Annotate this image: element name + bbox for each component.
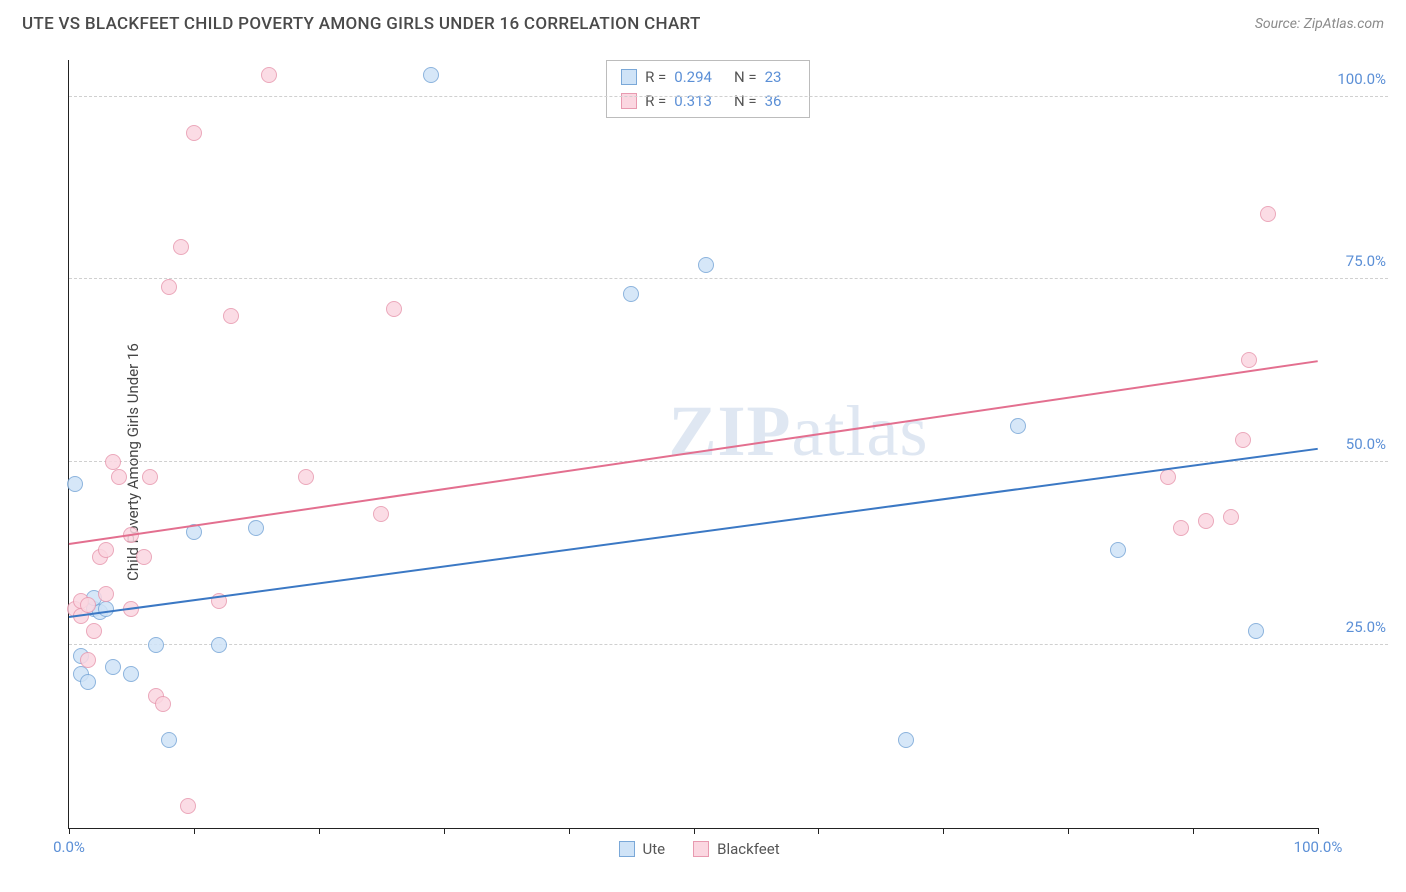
- legend-series-label: Ute: [643, 840, 666, 858]
- data-point: [67, 476, 83, 492]
- data-point: [898, 732, 914, 748]
- legend-series-label: Blackfeet: [717, 840, 779, 858]
- data-point: [1241, 352, 1257, 368]
- x-tick-mark: [1068, 828, 1069, 834]
- gridline-h: [69, 278, 1388, 279]
- series-legend: Ute Blackfeet: [619, 840, 780, 858]
- legend-r-label: R =: [645, 65, 666, 89]
- x-tick-label: 100.0%: [1294, 838, 1343, 856]
- gridline-h: [69, 644, 1388, 645]
- data-point: [698, 257, 714, 273]
- correlation-legend: R = 0.294 N = 23 R = 0.313 N = 36: [606, 60, 810, 118]
- data-point: [261, 67, 277, 83]
- x-tick-mark: [319, 828, 320, 834]
- x-tick-mark: [694, 828, 695, 834]
- chart-header: UTE VS BLACKFEET CHILD POVERTY AMONG GIR…: [0, 0, 1406, 44]
- data-point: [98, 586, 114, 602]
- data-point: [1010, 418, 1026, 434]
- data-point: [105, 454, 121, 470]
- data-point: [1198, 513, 1214, 529]
- data-point: [142, 469, 158, 485]
- data-point: [161, 732, 177, 748]
- plot-area: ZIPatlas R =0.294N =23R =0.313N =36 UteB…: [68, 60, 1318, 829]
- data-point: [1110, 542, 1126, 558]
- x-tick-label: 0.0%: [53, 838, 85, 856]
- y-tick-label: 25.0%: [1346, 618, 1386, 636]
- x-tick-mark: [1193, 828, 1194, 834]
- data-point: [373, 506, 389, 522]
- chart-container: Child Poverty Among Girls Under 16 ZIPat…: [18, 50, 1388, 874]
- x-tick-mark: [444, 828, 445, 834]
- legend-n-label: N =: [734, 89, 757, 113]
- data-point: [105, 659, 121, 675]
- x-tick-mark: [569, 828, 570, 834]
- data-point: [80, 597, 96, 613]
- y-tick-label: 100.0%: [1337, 70, 1386, 88]
- legend-r-value: 0.313: [674, 89, 712, 113]
- data-point: [223, 308, 239, 324]
- data-point: [80, 674, 96, 690]
- legend-series-item: Blackfeet: [693, 840, 779, 858]
- x-tick-mark: [69, 828, 70, 834]
- x-tick-mark: [943, 828, 944, 834]
- data-point: [98, 542, 114, 558]
- legend-swatch: [619, 841, 635, 857]
- data-point: [211, 637, 227, 653]
- data-point: [98, 601, 114, 617]
- chart-source: Source: ZipAtlas.com: [1255, 16, 1384, 32]
- data-point: [86, 623, 102, 639]
- y-tick-label: 50.0%: [1346, 435, 1386, 453]
- data-point: [1160, 469, 1176, 485]
- data-point: [80, 652, 96, 668]
- gridline-h: [69, 461, 1388, 462]
- data-point: [423, 67, 439, 83]
- data-point: [1173, 520, 1189, 536]
- data-point: [180, 798, 196, 814]
- trend-line: [69, 360, 1318, 545]
- data-point: [148, 637, 164, 653]
- data-point: [136, 549, 152, 565]
- data-point: [248, 520, 264, 536]
- data-point: [155, 696, 171, 712]
- x-tick-mark: [1318, 828, 1319, 834]
- legend-swatch: [693, 841, 709, 857]
- data-point: [1223, 509, 1239, 525]
- x-tick-mark: [194, 828, 195, 834]
- data-point: [173, 239, 189, 255]
- legend-series-item: Ute: [619, 840, 666, 858]
- data-point: [186, 125, 202, 141]
- legend-correlation-row: R = 0.313 N = 36: [621, 89, 795, 113]
- legend-n-label: N =: [734, 65, 757, 89]
- data-point: [386, 301, 402, 317]
- legend-n-value: 23: [765, 65, 782, 89]
- legend-r-value: 0.294: [674, 65, 712, 89]
- watermark-light: atlas: [792, 391, 929, 471]
- data-point: [123, 666, 139, 682]
- data-point: [1235, 432, 1251, 448]
- legend-swatch: [621, 69, 637, 85]
- x-tick-mark: [818, 828, 819, 834]
- data-point: [298, 469, 314, 485]
- data-point: [1248, 623, 1264, 639]
- legend-n-value: 36: [765, 89, 782, 113]
- data-point: [1260, 206, 1276, 222]
- watermark-bold: ZIP: [669, 391, 792, 471]
- legend-r-label: R =: [645, 89, 666, 113]
- legend-correlation-row: R = 0.294 N = 23: [621, 65, 795, 89]
- data-point: [623, 286, 639, 302]
- chart-title: UTE VS BLACKFEET CHILD POVERTY AMONG GIR…: [22, 14, 701, 34]
- y-tick-label: 75.0%: [1346, 252, 1386, 270]
- gridline-h: [69, 96, 1388, 97]
- data-point: [111, 469, 127, 485]
- data-point: [161, 279, 177, 295]
